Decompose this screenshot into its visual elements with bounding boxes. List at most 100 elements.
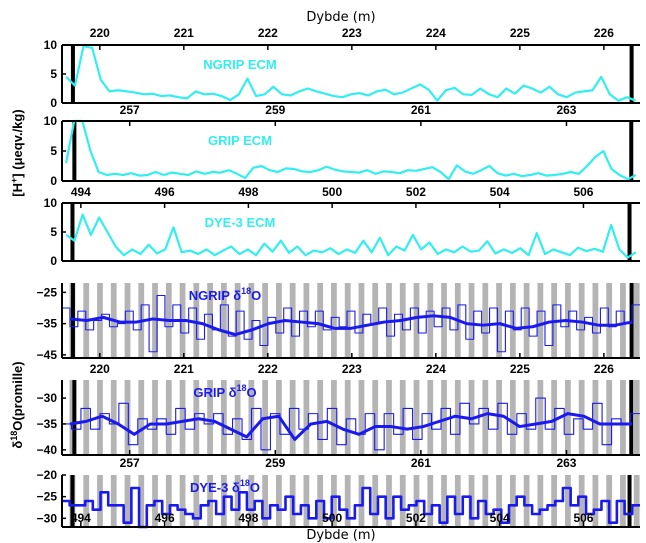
depth-tick-label-dye3: 498 — [238, 511, 258, 525]
depth-tick-label-dye3: 496 — [155, 511, 175, 525]
annual-layer-band — [193, 475, 200, 527]
panel-title-end: O — [246, 385, 256, 400]
annual-layer-band — [606, 283, 613, 358]
depth-tick-label-dye3: 500 — [322, 185, 342, 199]
annual-layer-band — [262, 475, 269, 527]
annual-layer-band — [124, 283, 131, 358]
annual-layer-band — [152, 380, 158, 455]
series-grip-18o-raw — [62, 397, 640, 451]
depth-tick-label-ngrip: 223 — [342, 362, 362, 376]
annual-layer-band — [386, 475, 392, 527]
annual-layer-band — [427, 380, 434, 455]
panel-title: DYE-3 ECM — [205, 215, 276, 230]
y-tick-label: 10 — [44, 196, 58, 210]
annual-layer-band — [578, 283, 585, 358]
annual-layer-band — [427, 475, 434, 527]
panel-ngrip-: −25 −35 −45 NGRIP δ18O — [37, 283, 640, 362]
annual-layer-band — [331, 475, 337, 527]
panel-title: DYE-3 δ18O — [190, 478, 260, 495]
annual-layer-band — [138, 380, 145, 455]
y-tick-label: 0 — [50, 174, 57, 188]
panel-dye-3-: −20 −25 −30 DYE-3 δ18O — [37, 468, 640, 529]
depth-tick-label-dye3: 502 — [406, 511, 426, 525]
panel-grip-: −30 −35 −40 GRIP δ18O — [37, 380, 640, 457]
ecm-y-axis-title-main: [H — [10, 183, 25, 197]
depth-tick-label-ngrip: 226 — [594, 26, 614, 40]
y-tick-label: 5 — [50, 225, 57, 239]
annual-layer-band — [207, 283, 213, 358]
panel-title-sup: 18 — [236, 383, 246, 393]
annual-layer-band — [303, 380, 310, 455]
panel-ngrip-ecm: 0 5 10 NGRIP ECM — [44, 38, 640, 110]
y-tick-label: 10 — [44, 38, 58, 52]
panel-title-sup: 18 — [240, 478, 250, 488]
annual-layer-band — [234, 380, 241, 455]
iso-y-axis-title: δ18O(promille) — [9, 361, 25, 448]
annual-layer-band — [482, 380, 489, 455]
annual-layer-band — [427, 283, 434, 358]
series-ngrip-18o-raw — [62, 294, 640, 353]
panel-title-text: GRIP δ — [193, 385, 236, 400]
annual-layer-band — [317, 283, 324, 358]
depth-tick-label-grip: 261 — [411, 103, 431, 117]
panel-title: GRIP ECM — [208, 133, 272, 148]
y-tick-label: −25 — [37, 285, 58, 299]
annual-layer-band — [578, 380, 585, 455]
annual-layer-band — [344, 283, 351, 358]
depth-tick-label-ngrip: 226 — [594, 362, 614, 376]
annual-layer-band — [633, 283, 640, 358]
panel-dye-3-ecm: 0 5 10 DYE-3 ECM — [44, 196, 640, 268]
panel-title: NGRIP δ18O — [189, 286, 262, 303]
annual-layer-band — [344, 380, 351, 455]
depth-tick-label-ngrip: 224 — [426, 26, 446, 40]
annual-layer-band — [220, 283, 227, 358]
series-dye-3-18o — [62, 486, 640, 529]
annual-layer-band — [496, 283, 502, 358]
annual-layer-band — [496, 475, 502, 527]
annual-layer-band — [331, 283, 337, 358]
series-ngrip-18o-smoothed — [70, 314, 633, 337]
annual-layer-band — [372, 283, 379, 358]
y-tick-label: 10 — [44, 114, 58, 128]
series-dye-3-ecm — [65, 213, 637, 259]
annual-layer-band — [179, 380, 186, 455]
annual-layer-band — [523, 283, 530, 358]
ecm-y-axis-title-sup: + — [9, 178, 19, 183]
annual-layer-band — [509, 475, 516, 527]
annual-layer-band — [441, 283, 447, 358]
annual-layer-band — [620, 283, 626, 358]
annual-layer-band — [551, 380, 558, 455]
annual-layer-band — [303, 283, 310, 358]
annual-layer-band — [496, 380, 502, 455]
annual-layer-band — [592, 283, 599, 358]
annual-layer-band — [564, 380, 571, 455]
depth-tick-label-ngrip: 222 — [258, 26, 278, 40]
annual-layer-band — [165, 475, 172, 527]
annual-layer-band — [110, 475, 117, 527]
iso-y-axis-title-main: δ — [10, 441, 25, 449]
annual-layer-band — [110, 380, 117, 455]
annual-layer-band — [138, 475, 145, 527]
depth-tick-label-dye3: 498 — [238, 185, 258, 199]
panel-title: GRIP δ18O — [193, 383, 256, 400]
y-tick-label: −45 — [37, 348, 58, 362]
annual-layer-band — [537, 475, 544, 527]
annual-layer-band — [234, 475, 241, 527]
panel-title-text: DYE-3 ECM — [205, 215, 276, 230]
annual-layer-band — [592, 475, 599, 527]
panel-title-end: O — [251, 288, 261, 303]
depth-tick-label-dye3: 502 — [406, 185, 426, 199]
annual-layer-band — [633, 475, 640, 527]
annual-layer-band — [441, 475, 447, 527]
panel-title-text: NGRIP δ — [189, 288, 242, 303]
annual-layer-band — [372, 475, 379, 527]
annual-layer-band — [83, 380, 90, 455]
annual-layer-band — [248, 475, 255, 527]
annual-layer-band — [303, 475, 310, 527]
annual-layer-band — [399, 475, 406, 527]
x-axis-title-top: Dybde (m) — [306, 10, 375, 25]
iso-y-axis-title-rest: O(promille) — [10, 361, 25, 430]
depth-tick-label-ngrip: 221 — [174, 362, 194, 376]
annual-layer-band — [413, 380, 420, 455]
depth-tick-label-grip: 257 — [120, 103, 140, 117]
